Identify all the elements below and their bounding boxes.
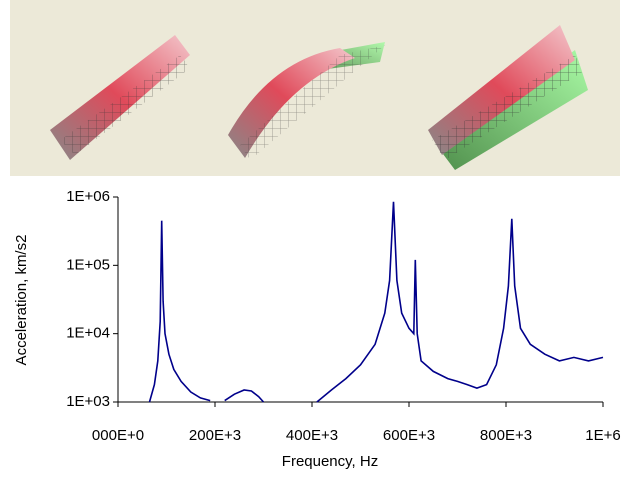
y-tick-label: 1E+03 [66, 393, 110, 410]
x-tick-label: 1E+6 [585, 427, 620, 444]
y-tick-label: 1E+06 [66, 188, 110, 205]
y-tick-label: 1E+05 [66, 256, 110, 273]
figure: Frequency, Hz Acceleration, km/s2 1E+03 1… [0, 0, 630, 479]
x-tick-label: 400E+3 [286, 427, 338, 444]
x-tick-label: 200E+3 [189, 427, 241, 444]
x-tick-label: 600E+3 [383, 427, 435, 444]
y-tick-label: 1E+04 [66, 325, 110, 342]
y-axis-title: Acceleration, km/s2 [13, 235, 30, 366]
x-axis-title: Frequency, Hz [282, 453, 378, 470]
x-tick-label: 000E+0 [92, 427, 144, 444]
spectrum-line [150, 202, 604, 402]
x-tick-label: 800E+3 [480, 427, 532, 444]
